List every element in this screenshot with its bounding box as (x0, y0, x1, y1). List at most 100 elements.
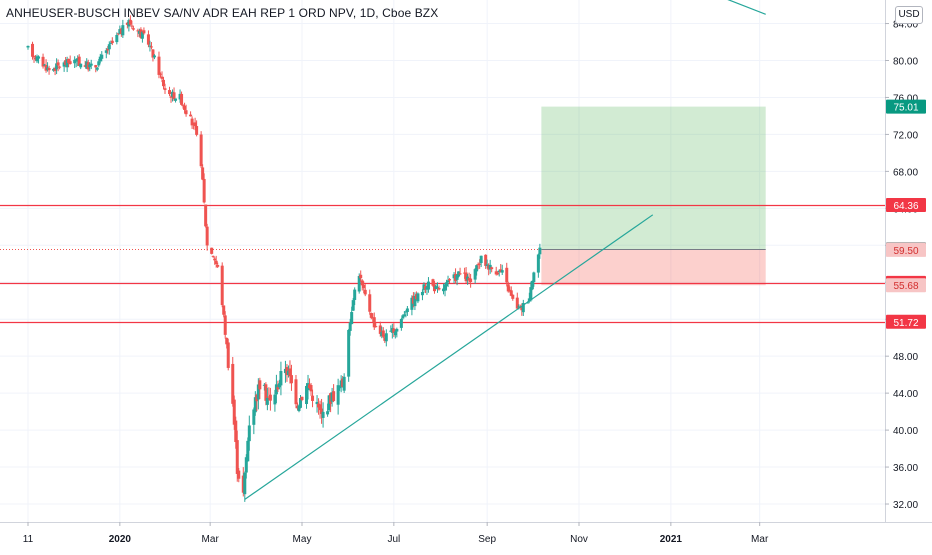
trendline-2 (727, 0, 766, 15)
currency-badge[interactable]: USD (895, 6, 923, 24)
candle-body (214, 260, 218, 265)
candle-body (499, 269, 503, 273)
candle-body (401, 315, 405, 319)
candle-body (362, 284, 366, 289)
candle-body (31, 43, 35, 57)
candle-body (464, 272, 468, 282)
candle-body (110, 40, 114, 44)
candle-body (56, 62, 60, 66)
x-tick-label: May (293, 534, 312, 545)
candle-body (410, 297, 414, 310)
y-tick-label: 40.00 (893, 426, 918, 437)
candle-body (199, 134, 203, 167)
candle-body (127, 20, 131, 27)
candle-body (204, 204, 208, 227)
candle-body (445, 282, 449, 286)
candle-body (372, 317, 376, 328)
candle-body (306, 383, 310, 391)
y-tick-label: 84.00 (893, 20, 918, 31)
candle-body (174, 98, 178, 101)
candle-body (94, 65, 98, 68)
candle-body (368, 294, 372, 312)
candle-body (172, 92, 176, 100)
candle-body (202, 178, 206, 203)
candle-body (466, 276, 470, 281)
position-zones (541, 106, 766, 286)
candle-body (67, 58, 71, 63)
candle-body (128, 19, 132, 25)
candle-body (392, 328, 396, 333)
candle-body (339, 380, 343, 388)
y-tick-label: 76.00 (893, 93, 918, 104)
candle-body (235, 440, 239, 474)
candle-body (351, 300, 355, 311)
position-price-tag: 55.68 (893, 281, 918, 292)
candle-body (285, 367, 289, 376)
candle-body (517, 306, 521, 308)
candle-body (469, 278, 473, 282)
candle-body (359, 274, 363, 279)
candle-body (360, 280, 364, 286)
candle-body (205, 226, 209, 246)
candle-body (131, 28, 135, 30)
candle-body (258, 380, 262, 390)
candle-body (295, 405, 299, 409)
candle-body (506, 284, 510, 292)
candle-body (234, 420, 238, 443)
candle-body (527, 298, 531, 301)
x-tick-label: Mar (751, 534, 769, 545)
candle-body (121, 25, 125, 36)
candle-body (422, 284, 426, 290)
candle-body (402, 314, 406, 317)
candle-body (423, 285, 427, 290)
candle-body (47, 68, 51, 71)
candle-body (148, 45, 152, 47)
candle-body (151, 49, 155, 58)
candle-body (327, 395, 331, 411)
candle-body (283, 368, 287, 374)
candle-body (426, 281, 430, 290)
candle-body (467, 278, 471, 281)
candle-body (222, 305, 226, 315)
candle-body (538, 247, 542, 255)
candle-body (193, 122, 197, 127)
x-tick-label: 2020 (109, 534, 132, 545)
y-tick-label: 32.00 (893, 500, 918, 511)
candle-body (264, 384, 268, 401)
candle-body (74, 59, 78, 62)
candle-body (130, 25, 134, 27)
candle-body (532, 272, 536, 283)
candle-body (500, 270, 504, 273)
candle-body (104, 50, 108, 53)
candle-body (34, 57, 38, 60)
candle-body (511, 294, 515, 299)
candle-body (336, 385, 340, 405)
candle-body (211, 255, 215, 257)
candle-body (86, 62, 90, 70)
trendlines[interactable] (244, 0, 766, 500)
candle-body (455, 274, 459, 280)
candle-body (201, 167, 205, 180)
candle-body (431, 279, 435, 286)
candle-body (318, 404, 322, 411)
candle-body (246, 440, 250, 462)
candle-body (247, 425, 251, 442)
candle-body (161, 79, 165, 87)
candle-body (181, 105, 185, 107)
candle-body (437, 287, 441, 290)
x-tick-label: 2021 (660, 534, 683, 545)
candle-body (137, 31, 141, 34)
candle-body (288, 368, 292, 377)
candle-body (342, 376, 346, 391)
candle-body (53, 67, 57, 71)
candle-body (89, 63, 93, 66)
candle-body (341, 378, 345, 387)
candle-body (140, 31, 144, 39)
candle-body (332, 391, 336, 402)
candle-body (109, 42, 113, 44)
candle-body (95, 67, 99, 70)
candle-body (443, 284, 447, 291)
candle-body (160, 76, 164, 79)
